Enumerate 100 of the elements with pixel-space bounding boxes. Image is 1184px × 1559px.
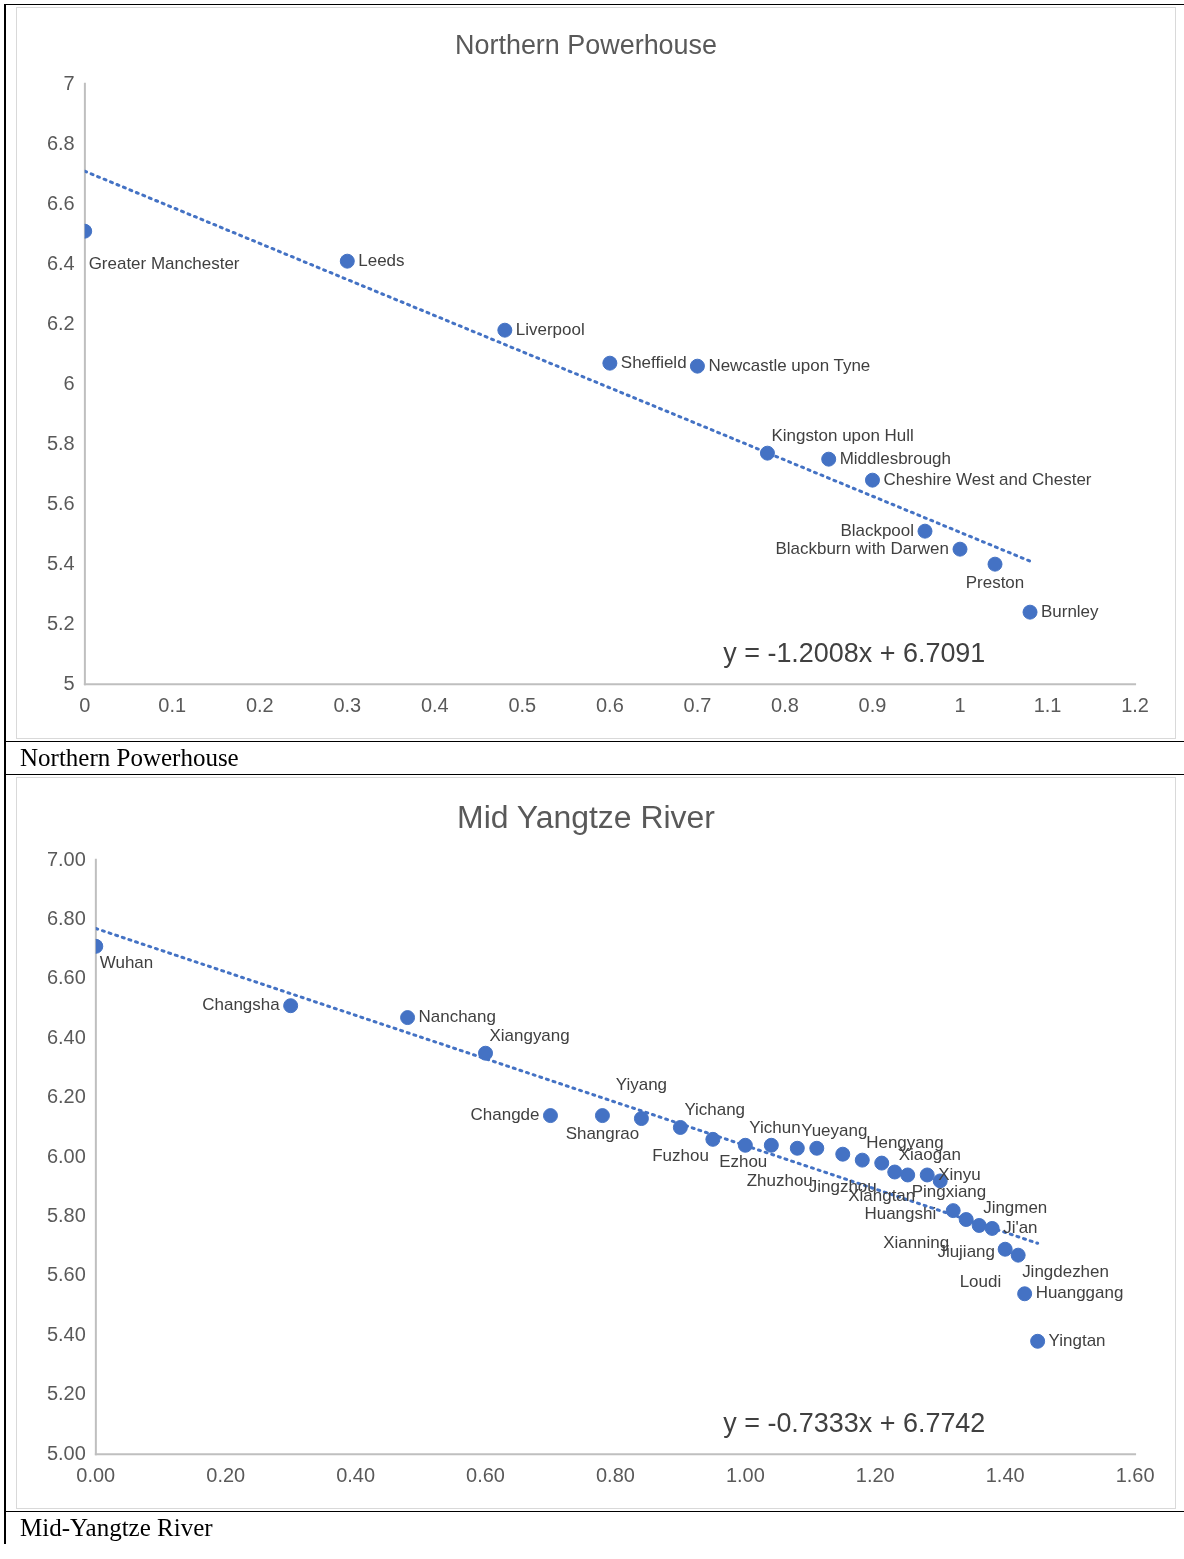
text: Northern Powerhouse — [6, 741, 1184, 774]
point — [759, 445, 775, 461]
point — [984, 1220, 1000, 1236]
y-tick-label: 6.60 — [46, 966, 86, 989]
data-label: Greater Manchester — [88, 253, 240, 273]
point — [971, 1217, 987, 1233]
data-label: Fuzhou — [652, 1145, 709, 1165]
x-tick-label: 0.9 — [858, 693, 887, 716]
point — [763, 1137, 779, 1153]
y-tick-label: 5.00 — [46, 1441, 86, 1464]
data-label: Preston — [965, 572, 1025, 592]
data-label: Blackpool — [840, 520, 914, 540]
chart-title: Mid Yangtze River — [457, 798, 716, 835]
x-tick-label: 0.6 — [596, 693, 624, 716]
point — [737, 1137, 753, 1153]
point — [1010, 1247, 1026, 1263]
y-tick-label: 5.20 — [46, 1382, 86, 1405]
y-tick-label: 6.40 — [46, 1025, 86, 1048]
x-tick-label: 0.2 — [245, 693, 274, 716]
data-label: Yingtan — [1048, 1330, 1106, 1350]
y-tick-label: 5.6 — [46, 491, 75, 514]
y-tick-label: 5.60 — [46, 1263, 86, 1286]
x-tick-label: 0.1 — [158, 693, 187, 716]
point — [917, 523, 933, 539]
y-tick-label: 5.80 — [46, 1204, 86, 1227]
point — [283, 998, 299, 1014]
data-label: Ezhou — [719, 1151, 768, 1171]
y-tick-label: 7 — [63, 71, 75, 94]
x-tick-label: 0.4 — [420, 693, 449, 716]
data-label: Ji'an — [1003, 1218, 1038, 1238]
data-label: Sheffield — [620, 352, 687, 372]
data-label: Loudi — [959, 1271, 1002, 1291]
point — [887, 1164, 903, 1180]
x-tick-label: 1 — [954, 693, 966, 716]
point — [542, 1108, 558, 1124]
point — [835, 1146, 851, 1162]
point — [1017, 1286, 1033, 1302]
y-tick-label: 6 — [63, 371, 75, 394]
data-label: Jingdezhen — [1022, 1261, 1109, 1281]
x-tick-label: 1.2 — [1121, 693, 1149, 716]
y-tick-label: 6.6 — [46, 191, 75, 214]
x-tick-label: 1.40 — [985, 1463, 1025, 1486]
y-tick-label: 5.8 — [46, 431, 75, 454]
x-tick-label: 0.00 — [76, 1463, 116, 1486]
data-label: Kingston upon Hull — [771, 425, 914, 445]
data-label: Wuhan — [99, 952, 154, 972]
x-tick-label: 0.80 — [596, 1463, 635, 1486]
data-label: Burnley — [1041, 601, 1100, 621]
x-tick-label: 0 — [79, 693, 91, 716]
data-label: Shangrao — [565, 1124, 640, 1144]
point — [821, 451, 837, 467]
data-label: Changsha — [202, 995, 281, 1015]
point — [633, 1111, 649, 1127]
point — [602, 355, 618, 371]
data-label: Yueyang — [801, 1120, 868, 1140]
data-label: Huanggang — [1035, 1283, 1124, 1303]
x-tick-label: 0.5 — [508, 693, 537, 716]
x-tick-label: 0.20 — [206, 1463, 246, 1486]
data-label: Xiangyang — [489, 1025, 570, 1045]
data-label: Changde — [470, 1105, 540, 1125]
data-label: Middlesbrough — [839, 448, 951, 468]
x-tick-label: 0.3 — [333, 693, 362, 716]
y-tick-label: 6.80 — [46, 907, 86, 930]
x-tick-label: 0.8 — [771, 693, 799, 716]
data-label: Yichun — [749, 1118, 801, 1137]
point — [952, 541, 968, 557]
annotation: y = -1.2008x + 6.7091 — [723, 637, 986, 668]
y-tick-label: 6.8 — [46, 131, 75, 154]
point — [945, 1203, 961, 1219]
point — [689, 358, 705, 374]
data-label: Yichang — [684, 1100, 746, 1120]
y-tick-label: 6.4 — [46, 251, 75, 274]
y-tick-label: 5.40 — [46, 1322, 86, 1345]
point — [809, 1140, 825, 1156]
data-label: Newcastle upon Tyne — [708, 355, 871, 375]
text: Mid-Yangtze River — [6, 1511, 1184, 1544]
point — [900, 1167, 916, 1183]
data-label: Huangshi — [864, 1203, 937, 1223]
x-tick-label: 1.1 — [1033, 693, 1062, 716]
x-tick-label: 0.40 — [336, 1463, 376, 1486]
y-tick-label: 6.00 — [46, 1144, 86, 1167]
y-tick-label: 5.4 — [46, 551, 75, 574]
point — [958, 1212, 974, 1228]
point — [1030, 1333, 1046, 1349]
y-tick-label: 5 — [63, 671, 75, 694]
y-tick-label: 6.20 — [46, 1085, 86, 1108]
data-label: Nanchang — [418, 1007, 496, 1027]
point — [478, 1045, 494, 1061]
point — [987, 556, 1003, 572]
point — [874, 1155, 890, 1171]
point — [997, 1241, 1013, 1257]
y-tick-label: 5.2 — [46, 611, 75, 634]
point — [864, 472, 880, 488]
data-label: Cheshire West and Chester — [883, 469, 1092, 489]
data-label: Xinyu — [938, 1164, 981, 1184]
x-tick-label: 1.00 — [725, 1463, 765, 1486]
point — [339, 253, 355, 269]
data-label: Blackburn with Darwen — [775, 538, 949, 558]
x-tick-label: 0.60 — [466, 1463, 505, 1486]
data-label: Leeds — [358, 250, 405, 270]
